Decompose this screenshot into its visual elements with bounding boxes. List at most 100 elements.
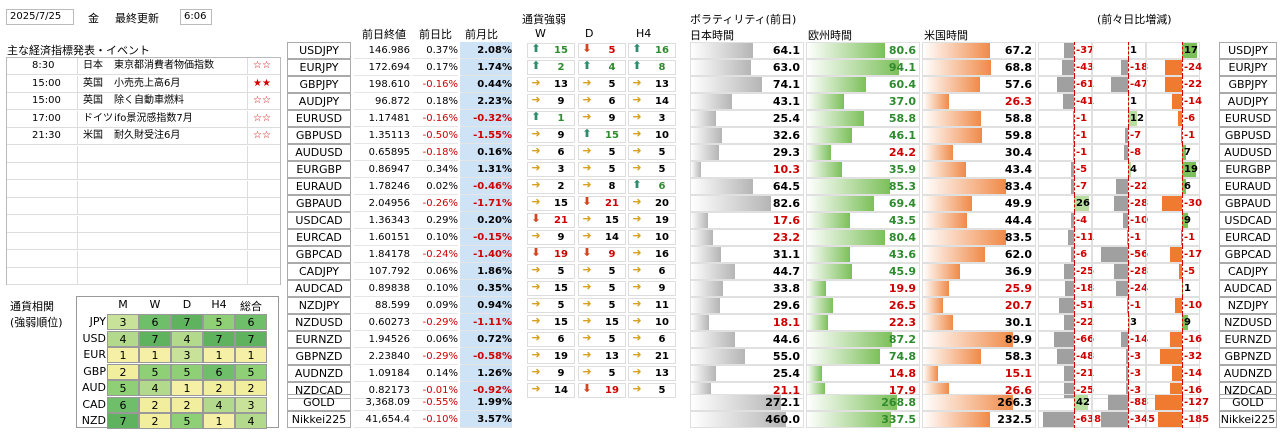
pair-label-right[interactable]: GBPJPY — [1219, 76, 1277, 93]
pair-label[interactable]: EURCAD — [287, 229, 351, 246]
vol-cell — [806, 229, 920, 246]
pair-label-right[interactable]: Nikkei225 — [1219, 411, 1277, 428]
vol-cell — [690, 93, 804, 110]
chg-value: -127 — [1184, 397, 1210, 408]
pair-label[interactable]: EURJPY — [287, 59, 351, 76]
pair-label-right[interactable]: NZDUSD — [1219, 314, 1277, 331]
pair-label-right[interactable]: GBPUSD — [1219, 127, 1277, 144]
chg-bar — [1073, 145, 1074, 160]
day-change: 0.02% — [412, 178, 458, 195]
pair-label[interactable]: AUDUSD — [287, 144, 351, 161]
pair-label-right[interactable]: EURJPY — [1219, 59, 1277, 76]
pair-label-right[interactable]: USDCAD — [1219, 212, 1277, 229]
chg-value: -1 — [1130, 232, 1142, 243]
pair-label[interactable]: EURNZD — [287, 331, 351, 348]
pair-label[interactable]: EURGBP — [287, 161, 351, 178]
pair-label-right[interactable]: GBPAUD — [1219, 195, 1277, 212]
strength-cell — [527, 332, 575, 347]
pair-label-right[interactable]: GOLD — [1219, 394, 1277, 411]
chg-bar — [1101, 412, 1128, 427]
pair-label-right[interactable]: AUDUSD — [1219, 144, 1277, 161]
pair-label-right[interactable]: EURCAD — [1219, 229, 1277, 246]
pair-label[interactable]: NZDJPY — [287, 297, 351, 314]
prev-close: 172.694 — [354, 59, 410, 76]
chg-bar — [1182, 179, 1186, 194]
vol-cell — [690, 263, 804, 280]
chg-cell — [1092, 229, 1146, 246]
chg-zero-line — [1182, 246, 1183, 263]
pair-label-right[interactable]: NZDCAD — [1219, 382, 1277, 399]
prev-close: 0.89838 — [354, 280, 410, 297]
vol-bar — [807, 349, 880, 364]
strength-value: 19 — [554, 351, 568, 362]
vol-bar — [691, 196, 771, 211]
pair-label[interactable]: AUDNZD — [287, 365, 351, 382]
vol-value: 15.1 — [1004, 367, 1032, 380]
event-row: 15:00 英国 小売売上高6月 ★★ — [7, 75, 280, 93]
pair-label[interactable]: GBPCAD — [287, 246, 351, 263]
pair-label[interactable]: AUDJPY — [287, 93, 351, 110]
month-change: 0.72% — [460, 331, 512, 348]
pair-label[interactable]: GOLD — [287, 394, 351, 411]
pair-label[interactable]: NZDUSD — [287, 314, 351, 331]
strength-arrow-icon: ➜ — [632, 195, 642, 208]
vol-bar — [923, 60, 991, 75]
pair-label-right[interactable]: AUDNZD — [1219, 365, 1277, 382]
pair-label-right[interactable]: NZDJPY — [1219, 297, 1277, 314]
pair-label-right[interactable]: USDJPY — [1219, 42, 1277, 59]
pair-label[interactable]: EURUSD — [287, 110, 351, 127]
strength-cell — [527, 179, 575, 194]
chg-value: -32 — [1184, 351, 1203, 362]
pair-label-right[interactable]: GBPCAD — [1219, 246, 1277, 263]
date-box: 2025/7/25 — [6, 9, 74, 25]
pair-label[interactable]: EURAUD — [287, 178, 351, 195]
chg-cell — [1092, 314, 1146, 331]
pair-label-right[interactable]: EURGBP — [1219, 161, 1277, 178]
chg-zero-line — [1128, 263, 1129, 280]
strength-cell — [527, 145, 575, 160]
chg-cell — [1092, 144, 1146, 161]
pair-label[interactable]: AUDCAD — [287, 280, 351, 297]
pair-label-right[interactable]: EURNZD — [1219, 331, 1277, 348]
corr-currency: AUD — [81, 381, 106, 394]
chg-bar — [1160, 349, 1182, 364]
pair-label-right[interactable]: AUDCAD — [1219, 280, 1277, 297]
vol-cell — [806, 280, 920, 297]
chg-zero-line — [1182, 212, 1183, 229]
pair-label[interactable]: GBPUSD — [287, 127, 351, 144]
pair-label[interactable]: NZDCAD — [287, 382, 351, 399]
chg-value: -24 — [1130, 283, 1149, 294]
month-change: 0.94% — [460, 297, 512, 314]
chg-bar — [1116, 281, 1128, 296]
prev-close: 88.599 — [354, 297, 410, 314]
pair-label-right[interactable]: EURAUD — [1219, 178, 1277, 195]
event-divider — [247, 215, 248, 233]
vol-bar — [923, 366, 938, 381]
corr-value: 5 — [139, 363, 171, 380]
chg-cell — [1092, 59, 1146, 76]
strength-value: 15 — [554, 283, 568, 294]
chg-zero-line — [1182, 331, 1183, 348]
pair-label[interactable]: GBPJPY — [287, 76, 351, 93]
chg-value: -17 — [1184, 249, 1203, 260]
pair-label[interactable]: GBPAUD — [287, 195, 351, 212]
pair-label[interactable]: GBPNZD — [287, 348, 351, 365]
pair-label-right[interactable]: EURUSD — [1219, 110, 1277, 127]
strength-value: 15 — [605, 317, 619, 328]
vol-value: 30.4 — [1004, 146, 1032, 159]
chg-zero-line — [1074, 229, 1075, 246]
prev-close: 1.36343 — [354, 212, 410, 229]
vol-value: 19.9 — [888, 282, 916, 295]
month-change: -0.15% — [460, 229, 512, 246]
pair-label[interactable]: Nikkei225 — [287, 411, 351, 428]
chg-bar — [1064, 43, 1074, 58]
pair-label[interactable]: USDCAD — [287, 212, 351, 229]
pair-label[interactable]: USDJPY — [287, 42, 351, 59]
pair-label-right[interactable]: GBPNZD — [1219, 348, 1277, 365]
pair-label-right[interactable]: AUDJPY — [1219, 93, 1277, 110]
chg-cell — [1146, 229, 1200, 246]
col-d: D — [585, 27, 594, 40]
day-change: -0.29% — [412, 314, 458, 331]
pair-label-right[interactable]: CADJPY — [1219, 263, 1277, 280]
pair-label[interactable]: CADJPY — [287, 263, 351, 280]
